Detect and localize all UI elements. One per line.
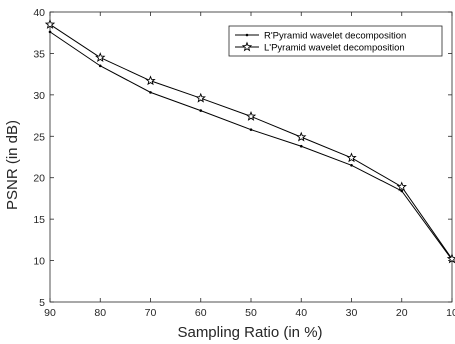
legend-item: L'Pyramid wavelet decomposition: [235, 41, 405, 54]
legend-item: R'Pyramid wavelet decomposition: [235, 31, 406, 42]
x-tick-label: 80: [94, 307, 106, 319]
data-point: [44, 18, 56, 29]
x-tick-label: 40: [295, 307, 307, 319]
series-line: [49, 24, 453, 260]
data-point: [48, 30, 52, 34]
data-point: [95, 52, 106, 62]
legend-label: L'Pyramid wavelet decomposition: [264, 43, 405, 54]
y-tick-label: 15: [33, 214, 45, 226]
x-tick-label: 70: [145, 307, 157, 319]
x-axis-label: Sampling Ratio (in %): [177, 324, 322, 341]
data-point: [400, 189, 404, 193]
y-tick-label: 10: [33, 256, 45, 268]
y-tick-label: 20: [33, 173, 45, 185]
legend-marker: [245, 33, 249, 37]
data-point: [346, 152, 357, 163]
legend-marker: [241, 41, 253, 52]
data-point: [245, 110, 257, 121]
x-tick-label: 50: [245, 307, 257, 319]
series-r-pyramid: [48, 30, 454, 262]
x-axis: 90 80 70 60 50 40 30 20 10: [44, 12, 455, 319]
x-tick-label: 60: [195, 307, 207, 319]
y-tick-label: 35: [33, 48, 45, 60]
data-point: [446, 253, 455, 264]
legend: R'Pyramid wavelet decompositionL'Pyramid…: [228, 25, 443, 57]
data-point: [296, 131, 307, 142]
series-l-pyramid: [44, 18, 455, 264]
legend-label: R'Pyramid wavelet decomposition: [264, 31, 406, 42]
data-point: [350, 163, 353, 167]
data-point: [98, 64, 102, 68]
y-tick-label: 30: [33, 90, 45, 102]
data-point: [195, 92, 206, 103]
x-tick-label: 30: [346, 307, 358, 319]
data-point: [199, 109, 203, 112]
y-tick-label: 5: [39, 297, 45, 309]
series-line: [49, 31, 453, 261]
x-tick-label: 20: [396, 307, 408, 319]
y-axis-label: PSNR (in dB): [4, 120, 21, 210]
series-layer: [44, 18, 455, 264]
legend-box: [228, 25, 443, 57]
x-tick-label: 90: [44, 307, 56, 319]
data-point: [249, 128, 253, 131]
y-tick-label: 40: [33, 7, 45, 19]
data-point: [149, 91, 152, 94]
data-point: [299, 144, 303, 148]
data-point: [396, 181, 407, 192]
x-tick-label: 10: [446, 307, 455, 319]
y-tick-label: 25: [33, 131, 45, 143]
data-point: [145, 75, 156, 86]
